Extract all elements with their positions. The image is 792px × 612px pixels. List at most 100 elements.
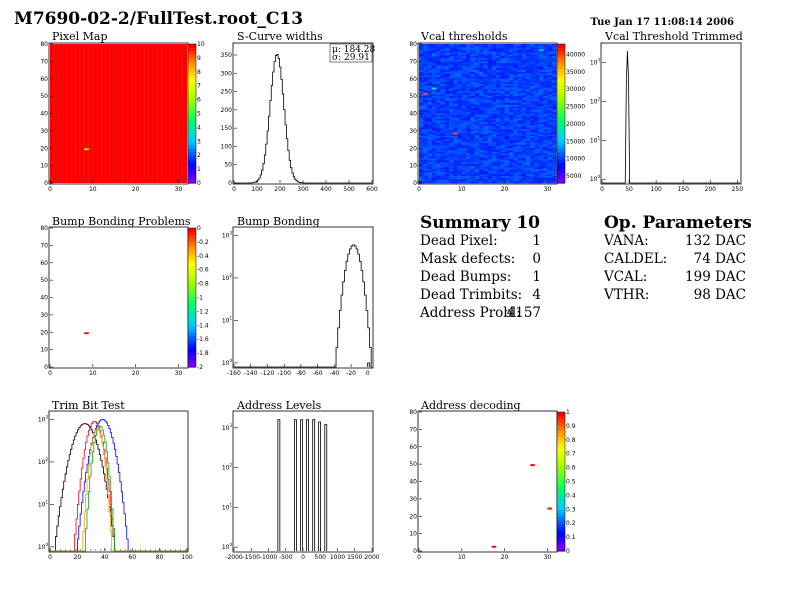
heatmap-cell — [470, 103, 475, 106]
heatmap-cell — [478, 137, 484, 140]
heatmap-cell — [526, 158, 531, 161]
heatmap-cell — [491, 118, 497, 121]
heatmap-cell — [534, 148, 540, 151]
heatmap-cell — [547, 148, 553, 151]
colorbar-segment — [557, 464, 565, 469]
heatmap-cell — [431, 136, 437, 139]
heatmap-cell — [551, 155, 557, 158]
heatmap-cell — [508, 47, 514, 50]
heatmap-cell — [491, 92, 497, 95]
heatmap-cell — [457, 103, 463, 106]
heatmap-cell — [534, 68, 540, 71]
heatmap-cell — [444, 45, 450, 48]
x-axis-band — [49, 552, 188, 566]
heatmap-cell — [513, 115, 518, 118]
heatmap-cell — [530, 64, 535, 67]
heatmap-cell — [487, 130, 493, 133]
heatmap-cell — [474, 149, 480, 153]
y-tick-label: 101 — [222, 315, 233, 324]
heatmap-cell — [500, 64, 505, 67]
heatmap-cell — [444, 115, 450, 118]
heatmap-cell — [504, 176, 510, 179]
colorbar-segment — [188, 252, 196, 257]
heatmap-cell — [496, 97, 501, 100]
heatmap-cell — [526, 129, 531, 132]
heatmap-special-pixel — [84, 332, 89, 335]
heatmap-cell — [461, 87, 467, 90]
heatmap-cell — [504, 155, 510, 158]
heatmap-cell — [466, 111, 471, 114]
heatmap-cell — [491, 97, 497, 100]
heatmap-cell — [466, 82, 471, 85]
heatmap-cell — [419, 50, 424, 53]
heatmap-cell — [423, 172, 428, 175]
heatmap-cell — [444, 137, 450, 140]
y-tick-exponent: 1 — [597, 135, 600, 140]
heatmap-cell — [453, 45, 458, 48]
heatmap-cell — [543, 87, 548, 90]
heatmap-cell — [500, 155, 505, 158]
heatmap-cell — [457, 149, 463, 153]
heatmap-cell — [513, 130, 518, 133]
heatmap-cell — [496, 146, 501, 149]
y-tick-label: 70 — [40, 242, 48, 249]
heatmap-cell — [478, 61, 484, 64]
heatmap-cell — [543, 153, 548, 156]
heatmap-cell — [440, 106, 445, 109]
heatmap-cell — [466, 172, 471, 175]
heatmap-cell — [444, 99, 450, 102]
heatmap-cell — [461, 106, 467, 109]
heatmap-cell — [440, 137, 445, 140]
heatmap-cell — [431, 49, 437, 52]
heatmap-cell — [517, 57, 523, 60]
heatmap-cell — [427, 49, 433, 52]
colorbar-segment — [188, 280, 196, 285]
heatmap-cell — [500, 136, 505, 139]
heatmap-cell — [551, 122, 557, 125]
heatmap-cell — [487, 90, 493, 93]
heatmap-cell — [448, 106, 454, 109]
heatmap-cell — [543, 82, 548, 85]
y-tick-exponent: 3 — [45, 414, 48, 419]
heatmap-cell — [521, 97, 527, 100]
heatmap-cell — [543, 73, 548, 76]
heatmap-cell — [474, 83, 480, 86]
heatmap-cell — [419, 57, 424, 60]
heatmap-cell — [453, 101, 458, 104]
heatmap-cell — [504, 89, 510, 92]
heatmap-cell — [427, 148, 433, 151]
heatmap-cell — [457, 87, 463, 90]
heatmap-cell — [419, 89, 424, 92]
heatmap-cell — [551, 144, 557, 147]
heatmap-cell — [457, 56, 463, 59]
heatmap-cell — [448, 167, 454, 170]
heatmap-cell — [521, 177, 527, 180]
heatmap-cell — [517, 169, 523, 172]
heatmap-cell — [487, 149, 493, 153]
colorbar-segment — [188, 245, 196, 250]
heatmap-cell — [538, 89, 544, 92]
heatmap-cell — [474, 106, 480, 109]
heatmap-cell — [444, 47, 450, 50]
heatmap-cell — [453, 165, 458, 168]
y-tick-label: 103 — [590, 58, 601, 67]
heatmap-cell — [457, 122, 463, 125]
heatmap-cell — [521, 111, 527, 114]
heatmap-cell — [448, 83, 454, 86]
heatmap-cell — [483, 77, 488, 80]
heatmap-cell — [496, 85, 501, 88]
heatmap-cell — [448, 87, 454, 90]
heatmap-cell — [496, 141, 501, 144]
heatmap-cell — [440, 176, 445, 179]
heatmap-cell — [487, 104, 493, 107]
heatmap-cell — [478, 80, 484, 83]
heatmap-cell — [461, 151, 467, 154]
heatmap-cell — [457, 44, 463, 47]
heatmap-cell — [423, 134, 428, 137]
colorbar-segment — [557, 47, 565, 52]
heatmap-cell — [436, 162, 441, 165]
heatmap-cell — [444, 177, 450, 180]
heatmap-cell — [440, 127, 445, 130]
heatmap-cell — [427, 125, 433, 128]
heatmap-cell — [478, 177, 484, 180]
